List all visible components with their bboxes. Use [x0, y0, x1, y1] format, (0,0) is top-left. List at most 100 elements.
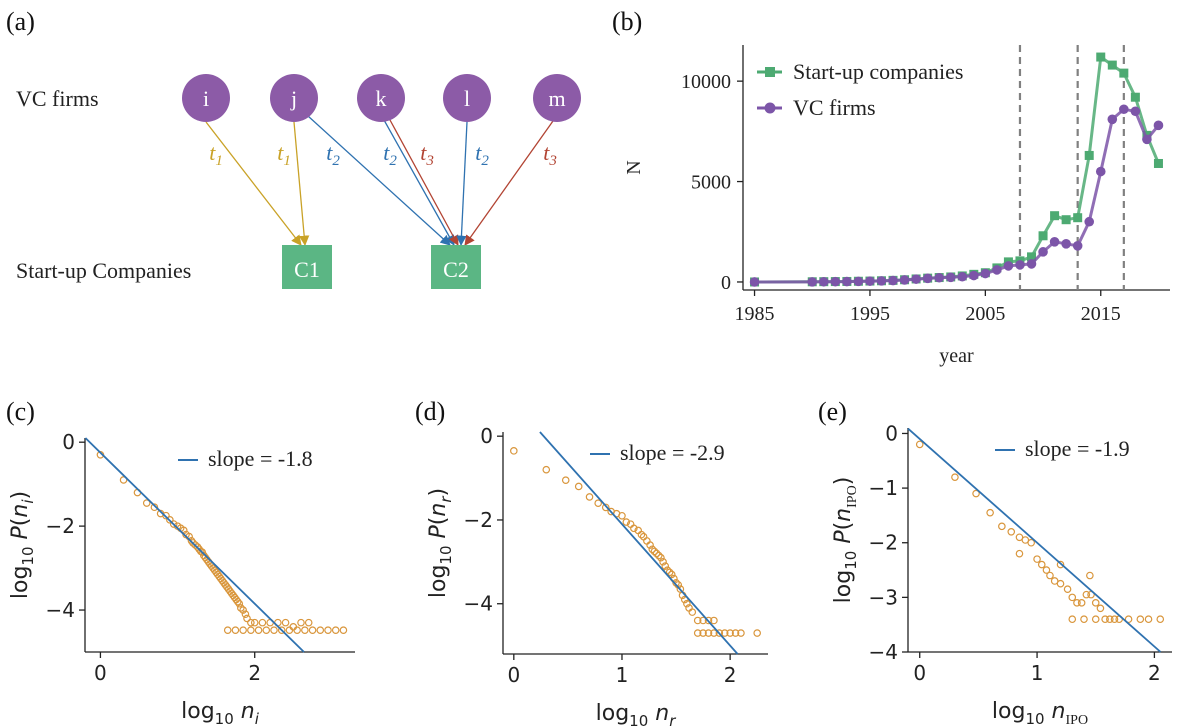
x-tick-label: 1 — [616, 663, 629, 687]
y-axis-label-part: ( — [8, 518, 33, 527]
series-point — [957, 271, 968, 282]
series-point — [1061, 215, 1071, 225]
y-axis-label-part: ( — [831, 522, 856, 531]
edge-label-sub: 1 — [215, 153, 223, 169]
edge-arrow-l-C2 — [456, 121, 468, 247]
edge-label-sub: 1 — [283, 153, 291, 169]
data-point — [270, 626, 278, 634]
series-point — [1061, 239, 1071, 249]
data-point — [1056, 579, 1065, 588]
y-tick-label: 0 — [721, 272, 731, 294]
data-point — [247, 618, 255, 627]
data-point — [652, 549, 661, 558]
series-point — [1130, 106, 1141, 117]
y-axis-label-part: log — [831, 570, 856, 604]
data-point — [233, 597, 242, 606]
y-axis-label: log10 P(nIPO) — [831, 477, 860, 604]
edge-arrow-j-C2 — [307, 115, 451, 246]
series-point — [818, 276, 829, 287]
data-point — [254, 626, 263, 634]
data-point — [630, 524, 638, 533]
edge-arrow-j-C1 — [293, 121, 310, 247]
x-axis-label-part: 10 — [1025, 710, 1044, 727]
series-point — [899, 275, 910, 285]
series-point — [922, 273, 933, 284]
series-point — [888, 275, 898, 286]
data-point — [297, 618, 305, 627]
data-point — [301, 626, 309, 634]
fit-line — [84, 437, 305, 653]
series-point — [1003, 261, 1014, 271]
y-axis-label-part: ( — [426, 517, 451, 526]
data-point — [293, 626, 301, 634]
data-point — [1037, 560, 1046, 569]
y-axis-label-part: 10 — [437, 545, 455, 564]
vc-node-label-j: j — [290, 86, 297, 111]
y-axis-label-part: P — [426, 524, 451, 545]
vc-row-label: VC firms — [16, 86, 99, 111]
edge-label-k-C2: t2 — [383, 140, 397, 169]
y-axis-label-part: 10 — [19, 546, 37, 565]
vc-node-l — [443, 74, 491, 122]
data-point — [1082, 590, 1091, 599]
y-axis-label-part: ) — [831, 477, 856, 486]
data-point — [646, 541, 654, 549]
y-axis-label: log10 P(ni) — [8, 491, 37, 599]
edge-label-var: t — [475, 140, 482, 165]
vc-node-k — [357, 74, 405, 122]
startup-node-C1 — [282, 245, 332, 289]
series-line — [754, 107, 1160, 284]
edge-label-var: t — [209, 140, 216, 165]
data-point — [665, 568, 674, 577]
data-point — [316, 626, 325, 634]
edge-label-sub: 3 — [425, 153, 434, 169]
edge-arrow-i-C1 — [205, 121, 302, 246]
legend-label: Start-up companies — [793, 59, 963, 84]
chart-b-plot: 1985 1995 2005 2015 0 5000 10000 year N Start-up … — [623, 45, 1170, 367]
series-point — [1073, 213, 1083, 223]
data-point — [1033, 555, 1041, 563]
y-tick-label: 0 — [885, 421, 898, 445]
y-tick-label: −2 — [464, 508, 493, 532]
edge-label-l-C2: t2 — [475, 140, 489, 169]
data-point — [187, 537, 196, 545]
data-point — [693, 629, 702, 637]
data-point — [510, 447, 518, 455]
data-point — [1156, 615, 1165, 624]
x-axis-label-part: n — [234, 699, 255, 724]
series-point — [842, 276, 852, 287]
y-axis-label-part: n — [426, 503, 451, 517]
panel-a: (a) VC firms Start-up Companies t1 t1 t2 t2… — [6, 7, 581, 289]
panel-b-label: (b) — [612, 7, 642, 36]
edge-label-i-C1: t1 — [209, 140, 223, 169]
edge-label-var: t — [326, 140, 333, 165]
data-point — [119, 476, 128, 484]
data-point — [1042, 566, 1051, 574]
legend-label: slope = -2.9 — [620, 440, 725, 465]
data-point — [1021, 536, 1030, 544]
series-point — [980, 268, 991, 279]
data-point — [1077, 599, 1086, 607]
vc-node-label-i: i — [203, 86, 209, 111]
series-point — [876, 276, 887, 286]
y-axis-label: log10 P(nr) — [426, 488, 455, 598]
data-point — [659, 558, 667, 566]
x-tick-label: 1985 — [735, 303, 775, 325]
series-point — [1107, 60, 1117, 70]
y-tick-label: −4 — [46, 598, 75, 622]
data-point — [731, 629, 740, 637]
vc-node-j — [270, 74, 318, 122]
series-point — [830, 276, 841, 287]
edge-label-sub: 3 — [548, 153, 557, 169]
x-tick-label: 2 — [724, 663, 737, 687]
x-tick-label: 0 — [913, 661, 926, 685]
legend-marker — [764, 102, 776, 114]
data-point — [169, 520, 178, 528]
edge-label-var: t — [543, 140, 550, 165]
data-point — [618, 511, 626, 520]
